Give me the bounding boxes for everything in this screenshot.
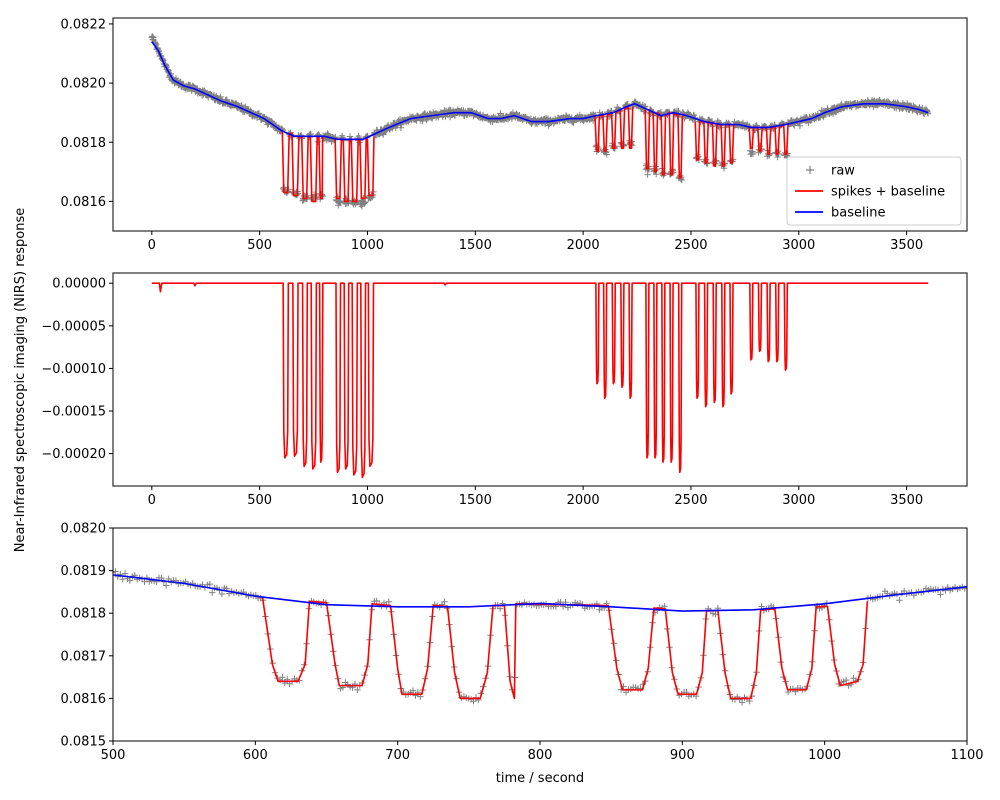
axes-frame (112, 17, 968, 232)
x-tick-label: 3500 (890, 493, 923, 508)
y-tick-label: 0.0817 (61, 649, 107, 664)
y-tick-label: 0.0815 (61, 735, 107, 750)
x-tick-label: 900 (670, 748, 695, 763)
y-tick-label: 0.0820 (61, 77, 107, 92)
y-tick-label: 0.0816 (61, 692, 107, 707)
x-tick-label: 0 (148, 493, 156, 508)
y-tick-label: −0.00015 (41, 405, 106, 420)
x-tick-label: 3000 (782, 493, 815, 508)
y-tick-label: 0.0816 (61, 195, 107, 210)
plot-area-top (148, 33, 932, 210)
baseline-line-bottom (113, 574, 967, 612)
plot-area-bottom (113, 568, 967, 706)
x-tick-label: 3000 (782, 238, 815, 253)
x-tick-label: 2500 (674, 493, 707, 508)
shared-y-axis-label: Near-Infrared spectroscopic imaging (NIR… (13, 208, 28, 553)
x-tick-label: 1500 (459, 238, 492, 253)
x-tick-label: 3500 (890, 238, 923, 253)
x-tick-label: 500 (247, 493, 272, 508)
y-tick-label: 0.0819 (61, 564, 107, 579)
panel-bottom: 500 600 700 800 900 1000 1100 0.0815 0.0816 0.081… (61, 522, 984, 764)
axes-frame (112, 272, 968, 487)
x-axis-label: time / second (496, 771, 584, 786)
legend-label: raw (831, 164, 855, 179)
y-tick-label: 0.0818 (61, 607, 107, 622)
legend-label: baseline (831, 206, 885, 221)
x-tick-label: 700 (385, 748, 410, 763)
x-tick-label: 500 (247, 238, 272, 253)
panel-middle: 0 500 1000 1500 2000 2500 3000 3500 0.00000 −0.00… (41, 272, 968, 508)
x-tick-label: 1500 (459, 493, 492, 508)
y-tick-label: −0.00005 (41, 319, 106, 334)
x-tick-label: 1000 (808, 748, 841, 763)
y-tick-label: −0.00020 (41, 447, 106, 462)
y-tick-label: 0.00000 (52, 277, 106, 292)
legend-label: spikes + baseline (831, 185, 945, 200)
x-tick-label: 1100 (950, 748, 983, 763)
legend (786, 156, 962, 226)
y-tick-label: 0.0818 (61, 136, 107, 151)
x-tick-label: 1000 (351, 493, 384, 508)
x-tick-label: 2000 (567, 493, 600, 508)
y-tick-label: 0.0822 (61, 17, 107, 32)
y-tick-label: −0.00010 (41, 362, 106, 377)
spikes-line-middle (151, 282, 929, 479)
x-tick-label: 800 (528, 748, 553, 763)
x-tick-label: 2000 (567, 238, 600, 253)
legend-raw-marker (806, 166, 814, 174)
spikes-line-top (281, 130, 324, 203)
y-tick-label: 0.0820 (61, 522, 107, 537)
x-tick-label: 1000 (351, 238, 384, 253)
x-tick-label: 600 (243, 748, 268, 763)
x-tick-label: 2500 (674, 238, 707, 253)
plot-area-middle (151, 282, 929, 479)
panel-top: 0 500 1000 1500 2000 2500 3000 3500 0.0816 0.0818… (61, 17, 968, 253)
spikes-line-bottom (261, 596, 869, 700)
baseline-line-top (151, 41, 929, 141)
x-tick-label: 500 (101, 748, 126, 763)
x-tick-label: 0 (148, 238, 156, 253)
